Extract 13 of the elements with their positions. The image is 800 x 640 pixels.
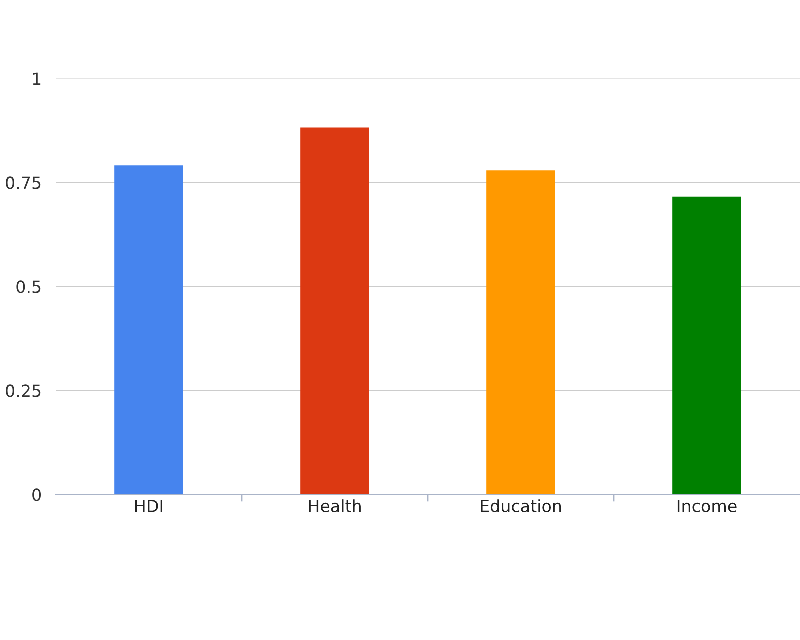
x-tick-label: Education <box>481 500 562 512</box>
bar <box>114 166 184 495</box>
x-tick-label: Income <box>678 500 737 512</box>
y-tick-label: 0 <box>32 488 42 502</box>
y-tick-label: 0.75 <box>6 176 41 190</box>
x-tick-label: Health <box>309 500 361 512</box>
y-tick-label: 0.25 <box>6 384 41 398</box>
bar <box>672 196 742 495</box>
y-tick-label: 1 <box>33 72 41 86</box>
y-tick-label: 0.5 <box>16 280 41 294</box>
bar <box>300 128 370 495</box>
bar <box>486 170 556 495</box>
x-tick-label: HDI <box>135 500 163 512</box>
